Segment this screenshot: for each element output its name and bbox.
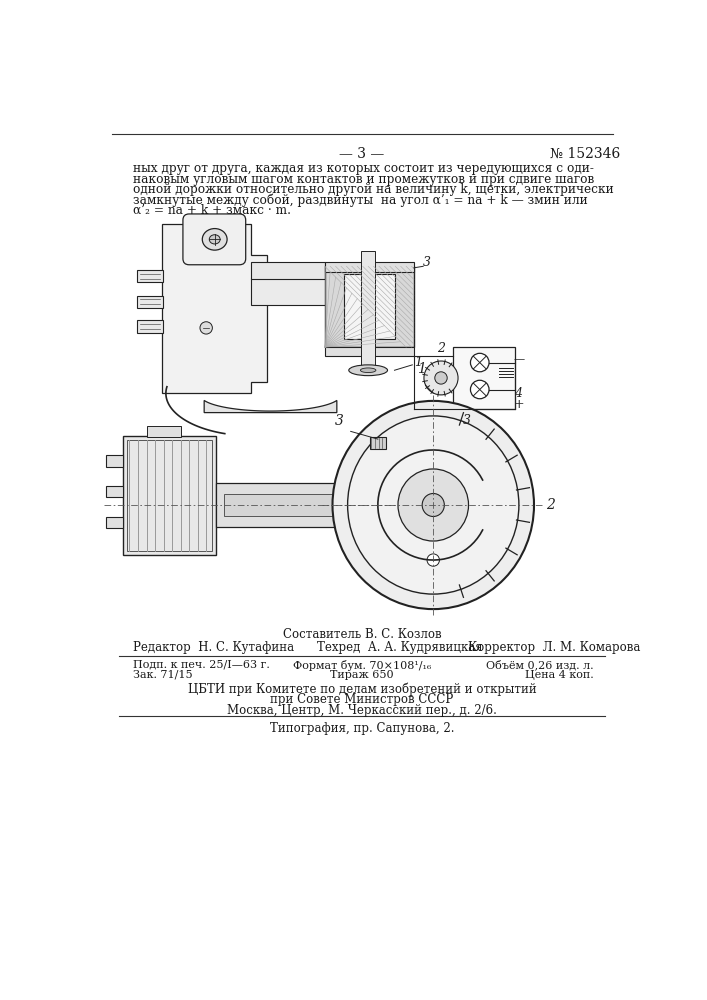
Text: № 152346: № 152346	[549, 147, 620, 161]
Text: 3: 3	[423, 256, 431, 269]
Circle shape	[435, 372, 448, 384]
Text: 2: 2	[546, 498, 555, 512]
Bar	[216, 483, 337, 527]
Polygon shape	[337, 483, 371, 527]
Bar	[251, 278, 363, 305]
Text: 1: 1	[417, 362, 426, 376]
Bar	[123, 436, 216, 555]
FancyBboxPatch shape	[183, 214, 246, 265]
Bar	[146, 426, 182, 437]
Text: 3: 3	[334, 414, 344, 428]
Text: 3: 3	[462, 414, 471, 427]
Ellipse shape	[349, 365, 387, 376]
Text: Техред  А. А. Кудрявицкая: Техред А. А. Кудрявицкая	[317, 641, 483, 654]
Ellipse shape	[202, 229, 227, 250]
Text: наковым угловым шагом контактов и промежутков и при сдвиге шагов: наковым угловым шагом контактов и промеж…	[132, 173, 594, 186]
Bar	[452, 347, 515, 409]
Bar	[251, 262, 325, 279]
Text: +: +	[514, 398, 525, 411]
Polygon shape	[204, 400, 337, 413]
Ellipse shape	[332, 401, 534, 609]
Bar	[106, 455, 123, 466]
Text: 2: 2	[437, 342, 445, 355]
Text: α’₂ = na + k + змакс · m.: α’₂ = na + k + змакс · m.	[132, 204, 291, 217]
Circle shape	[470, 380, 489, 399]
Text: 1: 1	[414, 356, 422, 369]
Bar	[344, 274, 395, 339]
Text: — 3 —: — 3 —	[339, 147, 385, 161]
Text: ных друг от друга, каждая из которых состоит из чередующихся с оди-: ных друг от друга, каждая из которых сос…	[132, 162, 593, 175]
Ellipse shape	[398, 469, 469, 541]
Bar	[137, 320, 163, 333]
Text: одной дорожки относительно другой на величину k, щетки, электрически: одной дорожки относительно другой на вел…	[132, 183, 613, 196]
Ellipse shape	[422, 493, 444, 517]
Bar	[361, 251, 375, 370]
Ellipse shape	[209, 235, 220, 244]
Bar	[106, 517, 123, 528]
Text: Тираж 650: Тираж 650	[330, 670, 394, 680]
Text: Объём 0,26 изд. л.: Объём 0,26 изд. л.	[486, 660, 594, 671]
Text: Корректор  Л. М. Комарова: Корректор Л. М. Комарова	[468, 641, 641, 654]
Bar	[127, 440, 212, 551]
Ellipse shape	[361, 368, 376, 373]
Text: Цена 4 коп.: Цена 4 коп.	[525, 670, 594, 680]
Bar	[106, 486, 123, 497]
Text: Формат бум. 70×108¹/₁₆: Формат бум. 70×108¹/₁₆	[293, 660, 431, 671]
Text: 4: 4	[514, 387, 522, 400]
Circle shape	[200, 322, 212, 334]
Text: Подп. к печ. 25/I—63 г.: Подп. к печ. 25/I—63 г.	[132, 660, 269, 670]
Text: Зак. 71/15: Зак. 71/15	[132, 670, 192, 680]
Bar	[325, 347, 414, 356]
Text: при Совете Министров СССР: при Совете Министров СССР	[270, 693, 454, 706]
Ellipse shape	[348, 416, 519, 594]
Text: Редактор  Н. С. Кутафина: Редактор Н. С. Кутафина	[132, 641, 293, 654]
Bar	[137, 270, 163, 282]
Text: —: —	[514, 354, 525, 364]
Text: ЦБТИ при Комитете по делам изобретений и открытий: ЦБТИ при Комитете по делам изобретений и…	[187, 682, 537, 696]
Text: замкнутые между собой, раздвинуты  на угол α’₁ = na + k — змин или: замкнутые между собой, раздвинуты на уго…	[132, 194, 588, 207]
Text: Составитель В. С. Козлов: Составитель В. С. Козлов	[283, 628, 441, 641]
Bar	[325, 266, 414, 347]
Bar	[325, 262, 414, 272]
Bar	[370, 437, 385, 449]
Circle shape	[470, 353, 489, 372]
Bar	[224, 494, 344, 516]
Polygon shape	[162, 224, 267, 393]
Circle shape	[424, 361, 458, 395]
Text: Москва, Центр, М. Черкасский пер., д. 2/6.: Москва, Центр, М. Черкасский пер., д. 2/…	[227, 704, 497, 717]
Text: Типография, пр. Сапунова, 2.: Типография, пр. Сапунова, 2.	[269, 722, 454, 735]
Circle shape	[427, 554, 440, 566]
Bar	[137, 296, 163, 308]
